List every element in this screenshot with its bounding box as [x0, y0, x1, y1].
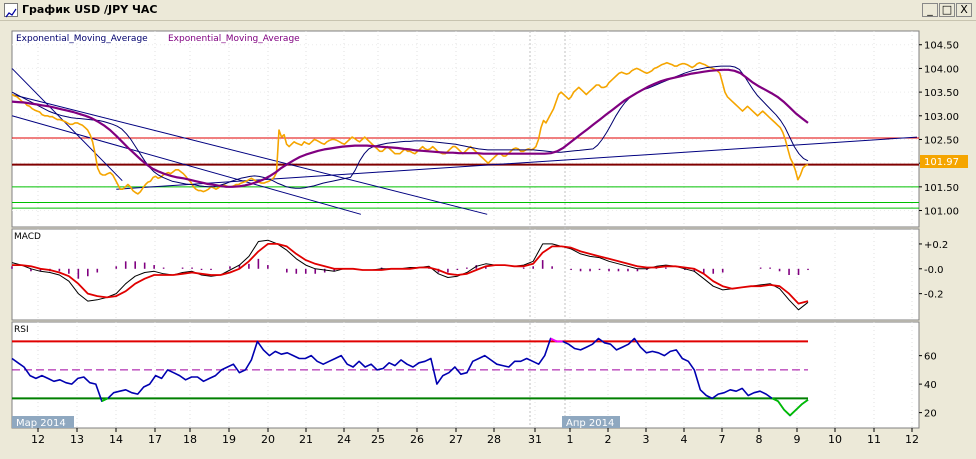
x-tick-label: 8 [756, 433, 763, 446]
rsi-oversold-segment [101, 397, 109, 403]
price-panel [11, 30, 920, 228]
rsi-title: RSI [14, 325, 29, 335]
x-tick-label: 10 [828, 433, 842, 446]
legend-ema-fast: Exponential_Moving_Average [16, 34, 148, 44]
price-line [11, 61, 809, 195]
trendline-upper-channel [11, 68, 123, 182]
x-tick-label: 21 [299, 433, 313, 446]
rsi-tick-label: 60 [924, 352, 937, 363]
macd-title: MACD [14, 232, 41, 242]
legend-ema-slow: Exponential_Moving_Average [168, 34, 300, 44]
x-tick-label: 9 [794, 433, 801, 446]
price-tick-label: 101.00 [924, 207, 959, 218]
x-tick-label: 31 [528, 433, 542, 446]
macd-tick-label: -0.0 [924, 265, 944, 276]
current-price-bg [920, 155, 968, 168]
price-tick-label: 103.50 [924, 88, 959, 99]
trendline-ascending [116, 136, 918, 190]
rsi-oversold-segment [795, 403, 803, 411]
x-tick-label: 19 [222, 433, 236, 446]
x-tick-label: 27 [449, 433, 463, 446]
price-tick-label: 101.50 [924, 183, 959, 194]
rsi-oversold-segment [789, 409, 797, 417]
x-tick-label: 12 [31, 433, 45, 446]
rsi-oversold-segment [801, 399, 809, 405]
x-tick-label: 18 [183, 433, 197, 446]
x-tick-label: 14 [109, 433, 123, 446]
x-tick-label: 4 [681, 433, 688, 446]
rsi-overbought-segment [550, 337, 558, 343]
marker-mar-2014: Мар 2014 [16, 418, 66, 429]
maximize-button[interactable]: □ [939, 3, 955, 17]
chart-area[interactable]: 104.50104.00103.50103.00102.50102.00101.… [0, 20, 976, 459]
x-tick-label: 26 [410, 433, 424, 446]
x-tick-label: 17 [148, 433, 162, 446]
x-tick-label: 24 [337, 433, 351, 446]
x-tick-label: 12 [905, 433, 919, 446]
price-tick-label: 102.50 [924, 135, 959, 146]
x-tick-label: 28 [487, 433, 501, 446]
price-tick-label: 104.50 [924, 41, 959, 52]
close-button[interactable]: X [956, 3, 972, 17]
x-tick-label: 25 [371, 433, 385, 446]
current-price-label: 101.97 [924, 157, 959, 168]
x-tick-label: 13 [70, 433, 84, 446]
x-tick-label: 1 [567, 433, 574, 446]
rsi-line [11, 337, 809, 417]
x-tick-label: 7 [719, 433, 726, 446]
marker-apr-2014: Апр 2014 [566, 418, 614, 429]
macd-signal-line [12, 242, 809, 305]
rsi-tick-label: 40 [924, 380, 937, 391]
macd-tick-label: -0.2 [924, 290, 944, 301]
x-tick-label: 20 [261, 433, 275, 446]
marker-mar-bg [12, 416, 74, 428]
price-tick-label: 104.00 [924, 64, 959, 75]
rsi-oversold-segment [777, 400, 785, 411]
rsi-panel [11, 321, 920, 429]
rsi-tick-label: 20 [924, 409, 937, 420]
marker-apr-bg [562, 416, 620, 428]
ema-slow-line [11, 68, 809, 188]
x-tick-label: 2 [605, 433, 612, 446]
macd-tick-label: +0.2 [924, 240, 948, 251]
chart-window-icon [4, 3, 18, 18]
x-tick-label: 3 [643, 433, 650, 446]
x-tick-label: 11 [867, 433, 881, 446]
trendline-descending-2 [11, 115, 362, 215]
trendline-descending-1 [11, 93, 488, 215]
rsi-oversold-segment [771, 397, 779, 403]
window-title: График USD /JPY ЧАС [22, 3, 158, 16]
price-tick-label: 103.00 [924, 112, 959, 123]
rsi-oversold-segment [783, 409, 791, 417]
title-bar[interactable]: График USD /JPY ЧАС _ □ X [0, 0, 976, 21]
minimize-button[interactable]: _ [922, 3, 938, 17]
